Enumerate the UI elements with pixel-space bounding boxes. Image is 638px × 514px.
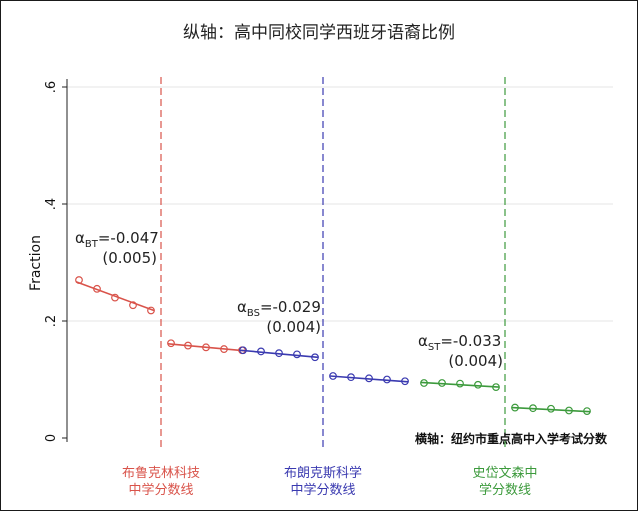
fit-line <box>511 406 591 413</box>
data-point <box>147 306 155 315</box>
data-point <box>347 373 355 382</box>
data-point <box>547 404 555 413</box>
cutoff-label: 布朗克斯科学 <box>284 465 362 481</box>
data-point <box>202 343 210 352</box>
data-point <box>311 353 319 362</box>
chart-title: 纵轴：高中同校同学西班牙语裔比例 <box>183 23 455 43</box>
cutoff-label: 中学分数线 <box>128 482 193 498</box>
cutoff-label: 史岱文森中 <box>472 466 537 481</box>
series-group <box>420 379 500 392</box>
coefficient-label: αST=-0.033 <box>418 332 501 353</box>
coefficient-value: =-0.047 <box>98 229 159 247</box>
data-point <box>293 350 301 359</box>
series-group <box>511 403 591 415</box>
coefficient-value: =-0.029 <box>260 298 321 316</box>
data-point <box>474 380 482 389</box>
data-point <box>93 284 101 293</box>
data-series <box>75 276 591 415</box>
data-point <box>75 276 83 284</box>
coefficient-label: αBS=-0.029 <box>237 298 321 319</box>
data-point <box>383 375 391 384</box>
cutoff-label: 中学分数线 <box>290 482 355 498</box>
data-point <box>329 372 337 380</box>
y-tick-label: 0 <box>44 434 59 442</box>
data-point <box>401 377 409 386</box>
data-point <box>167 339 175 348</box>
y-tick-label: .4 <box>44 198 59 210</box>
fit-line <box>167 343 246 352</box>
y-axis: 0 .2 .4 .6 <box>44 79 68 442</box>
fit-line <box>75 281 155 312</box>
data-point <box>365 374 373 383</box>
data-point <box>239 346 247 355</box>
series-group <box>239 346 319 362</box>
gridlines <box>67 86 613 322</box>
data-point <box>565 406 573 415</box>
coefficient-annotations: αBT=-0.047(0.005)αBS=-0.029(0.004)αST=-0… <box>75 229 503 370</box>
data-point <box>184 341 192 350</box>
fit-line <box>329 375 409 383</box>
coefficient-value: =-0.033 <box>440 332 501 350</box>
x-axis-note: 横轴：纽约市重点高中入学考试分数 <box>415 431 608 446</box>
y-axis-label: Fraction <box>28 235 44 291</box>
alpha-symbol: α <box>237 298 247 316</box>
data-point <box>220 345 228 353</box>
coefficient-label: αBT=-0.047 <box>75 229 159 250</box>
data-point <box>529 404 537 413</box>
alpha-symbol: α <box>418 332 428 350</box>
data-point <box>438 379 446 387</box>
data-point <box>420 379 428 387</box>
y-tick-label: .2 <box>44 315 59 327</box>
cutoff-label: 学分数线 <box>479 482 531 498</box>
data-point <box>257 347 265 356</box>
coefficient-subscript: BS <box>247 308 260 319</box>
data-point <box>129 301 137 310</box>
series-group <box>75 276 155 315</box>
data-point <box>275 349 283 358</box>
series-group <box>329 372 409 386</box>
standard-error-label: (0.004) <box>448 352 503 370</box>
fit-line <box>420 381 500 388</box>
standard-error-label: (0.005) <box>102 249 157 267</box>
y-tick-label: .6 <box>44 81 59 93</box>
data-point <box>456 379 464 388</box>
data-point <box>111 293 119 302</box>
series-group <box>167 339 246 355</box>
data-point <box>492 383 500 392</box>
standard-error-label: (0.004) <box>266 318 321 336</box>
data-point <box>583 407 591 415</box>
coefficient-subscript: BT <box>85 239 99 250</box>
data-point <box>511 403 519 412</box>
fit-line <box>239 349 319 359</box>
coefficient-subscript: ST <box>428 342 441 353</box>
cutoff-label: 布鲁克林科技 <box>122 466 200 481</box>
alpha-symbol: α <box>75 229 85 247</box>
